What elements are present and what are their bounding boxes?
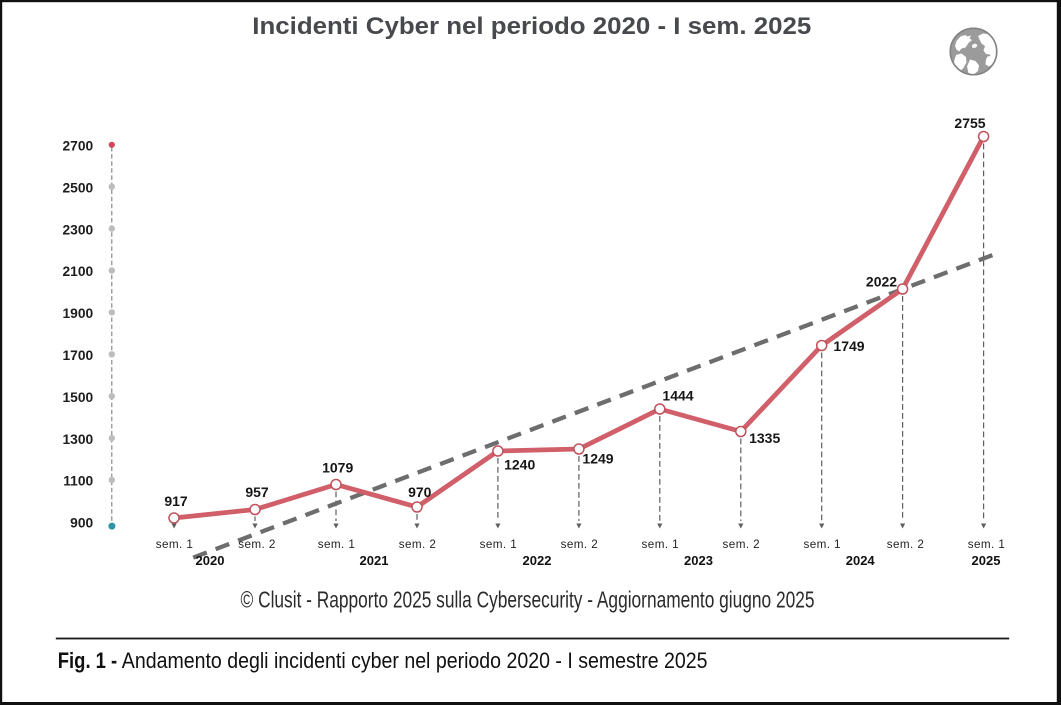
svg-text:sem. 1: sem. 1 — [968, 538, 1005, 551]
svg-text:2024: 2024 — [846, 553, 876, 568]
svg-text:Andamento degli incidenti cybe: Andamento degli incidenti cyber nel peri… — [122, 648, 708, 673]
svg-text:sem. 1: sem. 1 — [318, 538, 355, 551]
svg-text:1100: 1100 — [63, 474, 93, 489]
svg-text:2700: 2700 — [62, 139, 93, 154]
svg-text:1300: 1300 — [62, 432, 93, 447]
svg-text:sem. 1: sem. 1 — [480, 538, 517, 551]
svg-text:sem. 2: sem. 2 — [399, 538, 436, 551]
svg-text:2021: 2021 — [360, 553, 389, 568]
svg-text:Fig. 1 -: Fig. 1 - — [58, 648, 117, 673]
svg-text:2022: 2022 — [523, 553, 552, 568]
svg-text:1249: 1249 — [582, 451, 613, 467]
svg-text:sem. 1: sem. 1 — [156, 538, 193, 551]
svg-text:2023: 2023 — [684, 553, 713, 568]
svg-text:1240: 1240 — [504, 456, 535, 472]
svg-text:900: 900 — [70, 516, 93, 531]
svg-text:sem. 2: sem. 2 — [723, 538, 760, 551]
svg-text:sem. 2: sem. 2 — [887, 538, 924, 551]
svg-text:1900: 1900 — [62, 306, 93, 321]
svg-text:2020: 2020 — [196, 553, 225, 568]
svg-text:1500: 1500 — [62, 390, 93, 405]
svg-text:1749: 1749 — [833, 338, 864, 354]
svg-text:1079: 1079 — [322, 459, 353, 475]
svg-text:1444: 1444 — [662, 388, 693, 404]
svg-text:sem. 1: sem. 1 — [642, 538, 679, 551]
svg-text:2300: 2300 — [62, 222, 93, 237]
svg-text:sem. 2: sem. 2 — [238, 538, 275, 551]
svg-text:917: 917 — [164, 493, 188, 509]
svg-text:sem. 2: sem. 2 — [561, 538, 598, 551]
svg-text:2755: 2755 — [954, 115, 985, 131]
svg-text:2100: 2100 — [62, 264, 93, 279]
svg-text:2500: 2500 — [62, 180, 93, 195]
svg-text:Incidenti Cyber nel periodo 20: Incidenti Cyber nel periodo 2020 - I sem… — [252, 13, 811, 40]
svg-text:2022: 2022 — [866, 274, 897, 290]
svg-text:© Clusit - Rapporto 2025 sulla: © Clusit - Rapporto 2025 sulla Cybersecu… — [241, 587, 815, 613]
svg-text:sem. 1: sem. 1 — [803, 538, 840, 551]
svg-text:1335: 1335 — [749, 430, 780, 446]
svg-text:957: 957 — [245, 484, 269, 500]
svg-text:1700: 1700 — [62, 348, 93, 363]
svg-text:2025: 2025 — [972, 553, 1001, 568]
svg-text:970: 970 — [408, 484, 432, 500]
